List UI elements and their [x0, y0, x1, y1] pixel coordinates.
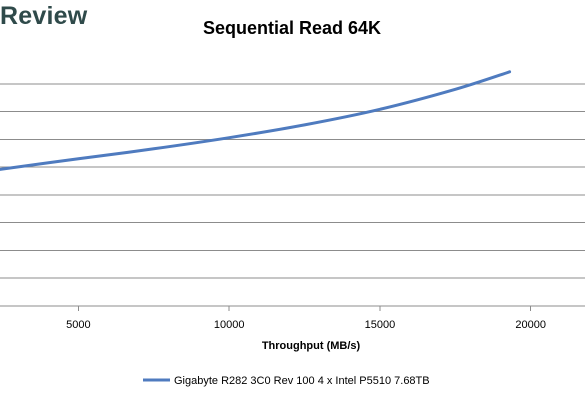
x-tick-label: 5000 [66, 319, 90, 331]
brand-logo-text: Review [0, 2, 88, 30]
x-axis-label: Throughput (MB/s) [262, 340, 361, 352]
legend-label: Gigabyte R282 3C0 Rev 100 4 x Intel P551… [174, 375, 430, 387]
gridlines [0, 83, 585, 279]
series-line [0, 70, 512, 171]
chart-title: Sequential Read 64K [203, 18, 381, 38]
series-group [0, 70, 512, 171]
x-tick-label: 20000 [515, 319, 546, 331]
x-tick-labels: 5000 10000 15000 20000 [66, 319, 546, 331]
x-axis [0, 305, 585, 311]
x-tick-label: 15000 [365, 319, 396, 331]
legend: Gigabyte R282 3C0 Rev 100 4 x Intel P551… [143, 375, 430, 387]
x-tick-label: 10000 [214, 319, 245, 331]
